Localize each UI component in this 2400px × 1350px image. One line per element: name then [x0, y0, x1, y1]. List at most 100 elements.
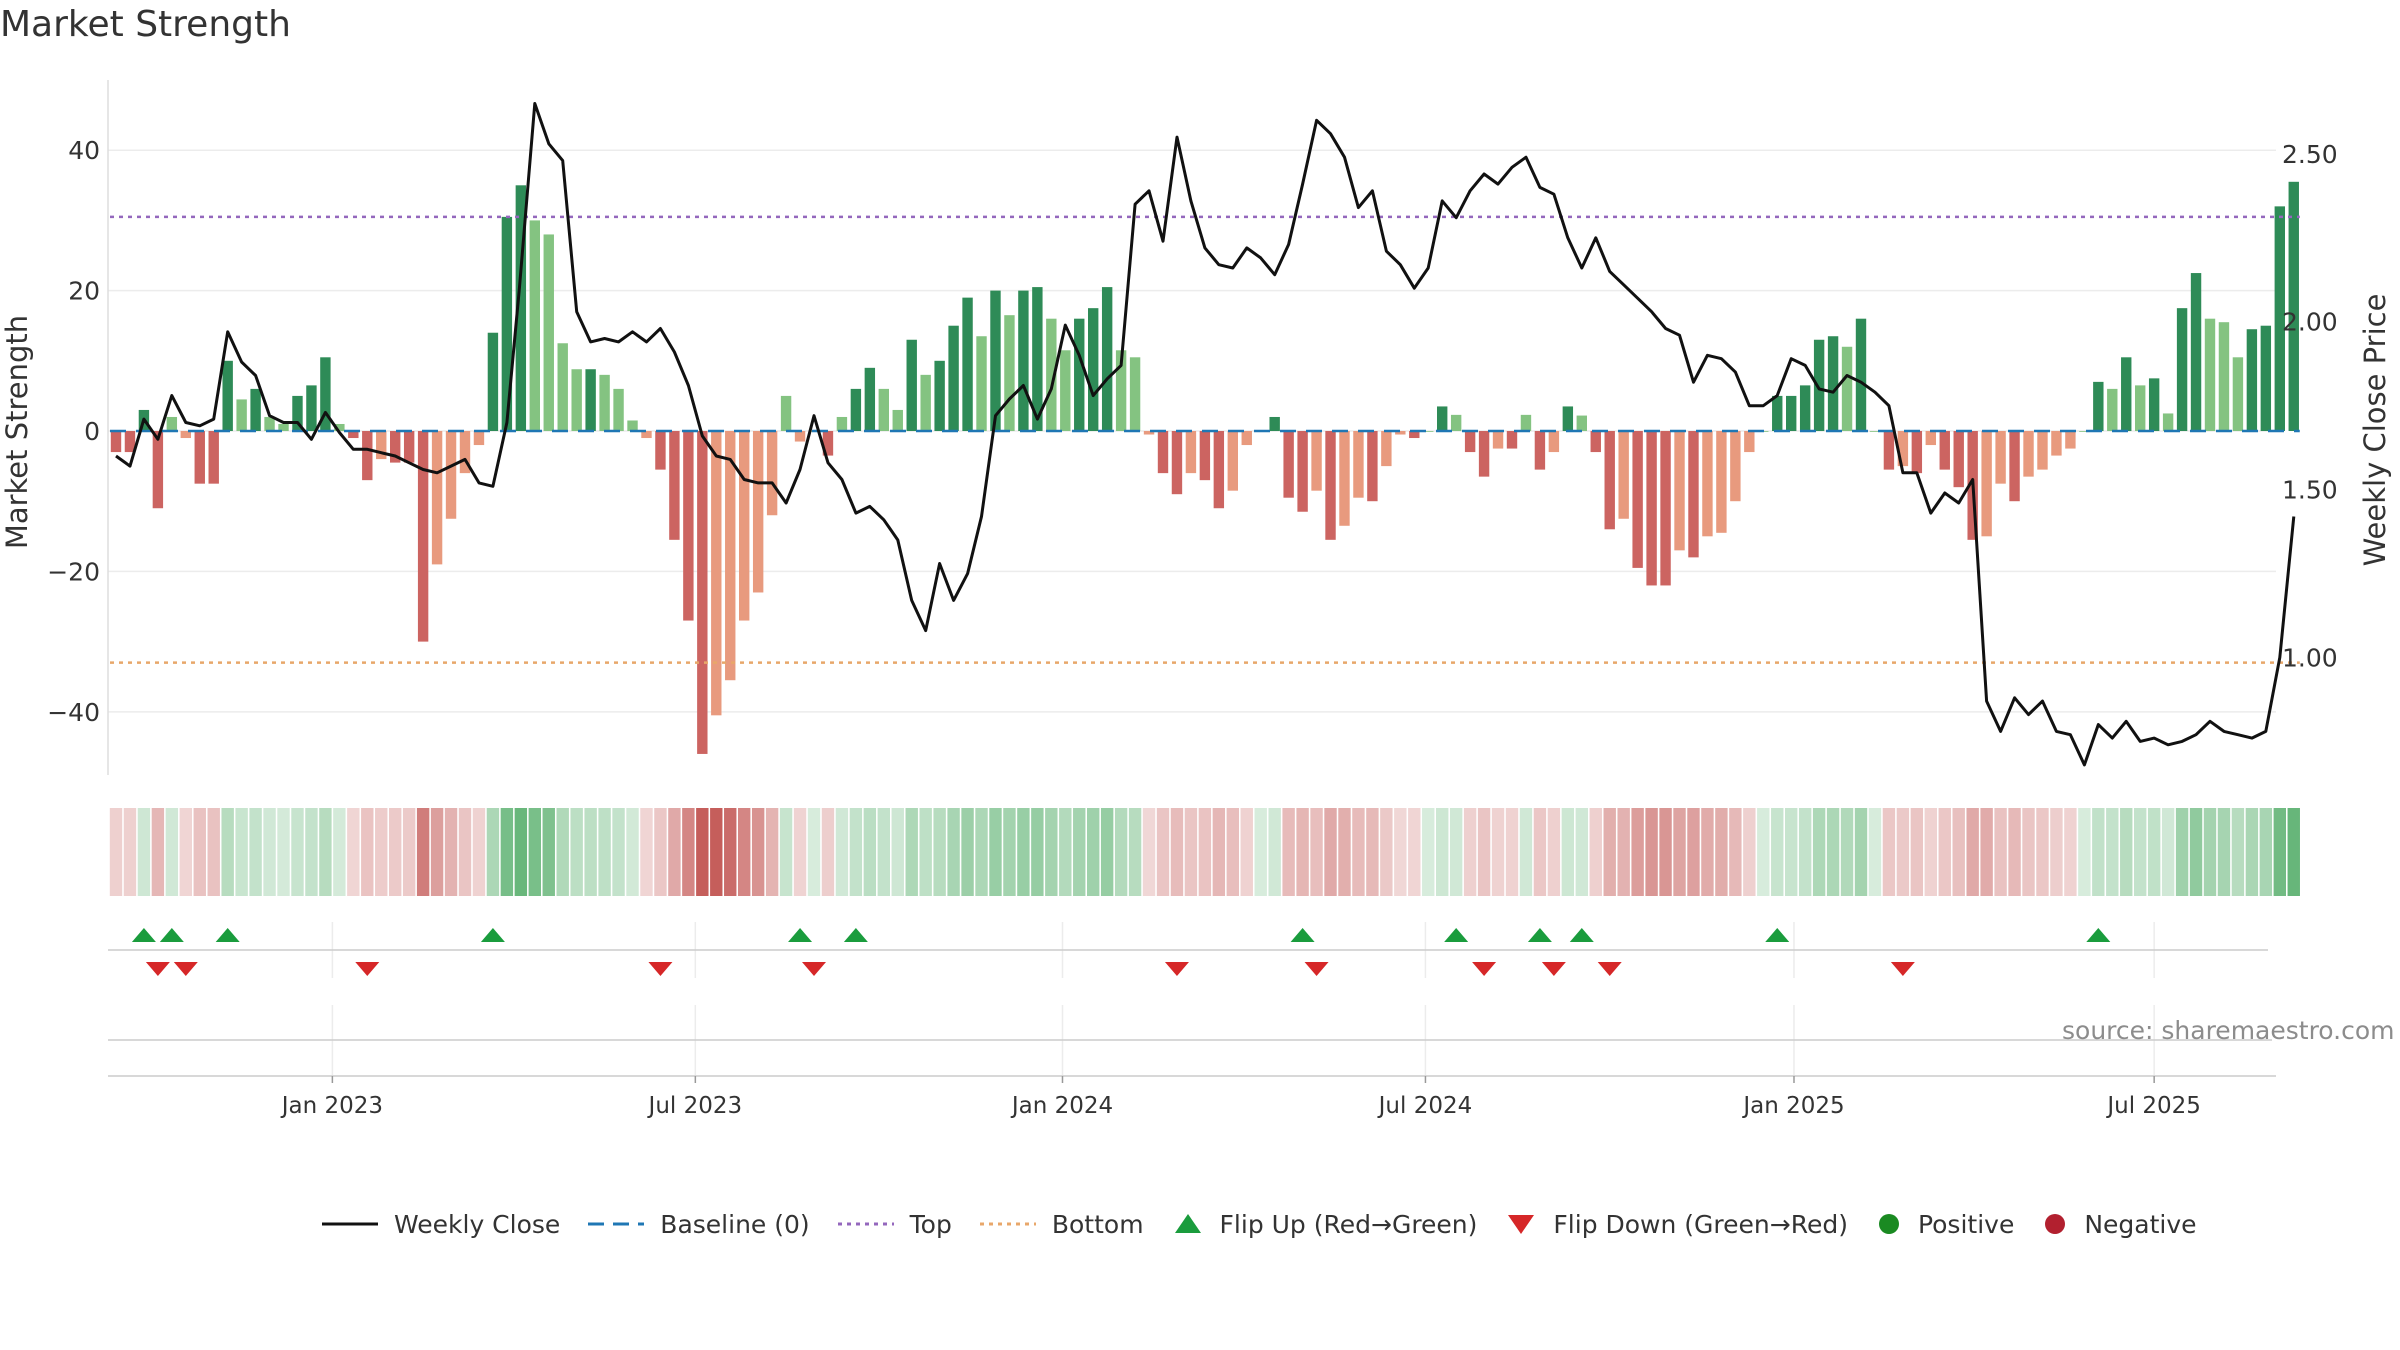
flip-up-marker — [843, 928, 868, 942]
strength-bar — [2051, 431, 2062, 456]
heat-cell — [779, 808, 793, 896]
strength-bar — [362, 431, 373, 481]
flip-down-marker — [355, 962, 380, 976]
heat-cell — [933, 808, 946, 896]
heat-cell — [1952, 808, 1965, 896]
legend-label: Flip Down (Green→Red) — [1553, 1209, 1848, 1239]
heat-cell — [1673, 808, 1686, 896]
y2-tick-label: 2.50 — [2282, 140, 2338, 169]
heat-cell — [444, 808, 458, 896]
strength-bar — [1827, 336, 1839, 432]
strength-bar — [1367, 431, 1378, 502]
heat-cell — [1100, 808, 1114, 896]
strength-bar — [403, 431, 415, 463]
heat-cell — [1757, 808, 1770, 896]
strength-bar — [794, 431, 806, 442]
heat-cell — [1603, 808, 1616, 896]
heat-cell — [1156, 808, 1170, 896]
heat-cell — [263, 808, 276, 896]
heat-cell — [1142, 808, 1156, 896]
strength-bar — [2246, 329, 2258, 432]
strength-bar — [1534, 431, 1546, 470]
legend-item-positive: Positive — [1874, 1210, 2014, 1239]
x-tick-label: Jan 2023 — [280, 1093, 383, 1119]
legend-label: Bottom — [1051, 1209, 1144, 1239]
flip-down-marker — [648, 962, 673, 976]
heat-cell — [249, 808, 262, 896]
strength-bar — [1046, 318, 1057, 432]
heat-cell — [305, 808, 318, 896]
heat-cell — [905, 808, 918, 896]
y-tick-label: 40 — [68, 136, 100, 165]
strength-bar — [1744, 431, 1755, 453]
heat-cell — [361, 808, 374, 896]
strength-bar — [1632, 431, 1643, 568]
heat-cell — [151, 808, 165, 896]
heat-cell — [682, 808, 695, 896]
x-tick-label: Jan 2025 — [1741, 1093, 1844, 1119]
strength-bar — [1702, 431, 1713, 537]
heat-cell — [1798, 808, 1812, 896]
flip-down-marker — [802, 962, 826, 976]
strength-bar — [529, 220, 540, 432]
heat-cell — [2120, 808, 2133, 896]
heat-cell — [626, 808, 639, 896]
y-tick-label: −40 — [47, 698, 100, 727]
strength-bar — [1813, 339, 1825, 432]
heat-cell — [179, 808, 192, 896]
strength-bar — [557, 343, 568, 432]
strength-bar — [1199, 431, 1211, 481]
heat-cell — [2036, 808, 2049, 896]
x-tick-label: Jul 2023 — [647, 1093, 743, 1119]
flip-up-marker — [1444, 928, 1469, 942]
strength-bar — [487, 332, 499, 432]
strength-bar — [2162, 413, 2174, 432]
heat-cell — [1170, 808, 1184, 896]
heat-cell — [612, 808, 625, 896]
strength-bar — [2009, 431, 2020, 502]
heat-cell — [1896, 808, 1910, 896]
reference-lines — [110, 215, 2300, 664]
heat-cell — [137, 808, 151, 896]
heat-cell — [793, 808, 807, 896]
heat-cell — [807, 808, 821, 896]
legend-item-top: Top — [836, 1210, 952, 1239]
heat-cell — [975, 808, 988, 896]
legend-item-flip-down: Flip Down (Green→Red) — [1503, 1210, 1848, 1239]
heat-cell — [1854, 808, 1868, 896]
strength-bar — [1911, 431, 1923, 474]
strength-bar — [2037, 431, 2048, 470]
strength-bar — [1395, 431, 1406, 435]
heat-cell — [123, 808, 137, 896]
strength-bar — [2065, 431, 2076, 449]
heat-cell — [1477, 808, 1491, 896]
strength-bar — [1841, 346, 1853, 432]
strength-bar — [711, 431, 722, 716]
circle-icon — [2045, 1214, 2066, 1234]
strength-bar — [306, 385, 317, 432]
strength-bar — [1325, 431, 1336, 540]
heat-cell — [1045, 808, 1058, 896]
circle-icon — [1878, 1214, 1899, 1234]
heat-cell — [402, 808, 416, 896]
heat-cell — [1868, 808, 1882, 896]
strength-bar — [1674, 431, 1685, 551]
strength-bar — [1437, 406, 1448, 432]
legend-label: Baseline (0) — [660, 1209, 810, 1239]
strength-bar — [1171, 431, 1183, 495]
heat-cell — [919, 808, 932, 896]
strength-bar — [2107, 388, 2118, 432]
strength-bar — [585, 369, 596, 432]
strength-bar — [752, 431, 764, 593]
strength-bar — [2176, 308, 2188, 432]
strength-bar — [1311, 431, 1322, 491]
heat-cell — [207, 808, 220, 896]
x-axis-ticks: Jan 2023 Jul 2023 Jan 2024 Jul 2024 Jan 2025… — [280, 1076, 2201, 1119]
heat-cell — [1268, 808, 1281, 896]
legend-dot-swatch — [837, 1222, 894, 1226]
strength-bar — [780, 395, 792, 432]
strength-bar — [1869, 431, 1881, 432]
strength-bar — [1409, 431, 1420, 439]
heat-cell — [1491, 808, 1505, 896]
